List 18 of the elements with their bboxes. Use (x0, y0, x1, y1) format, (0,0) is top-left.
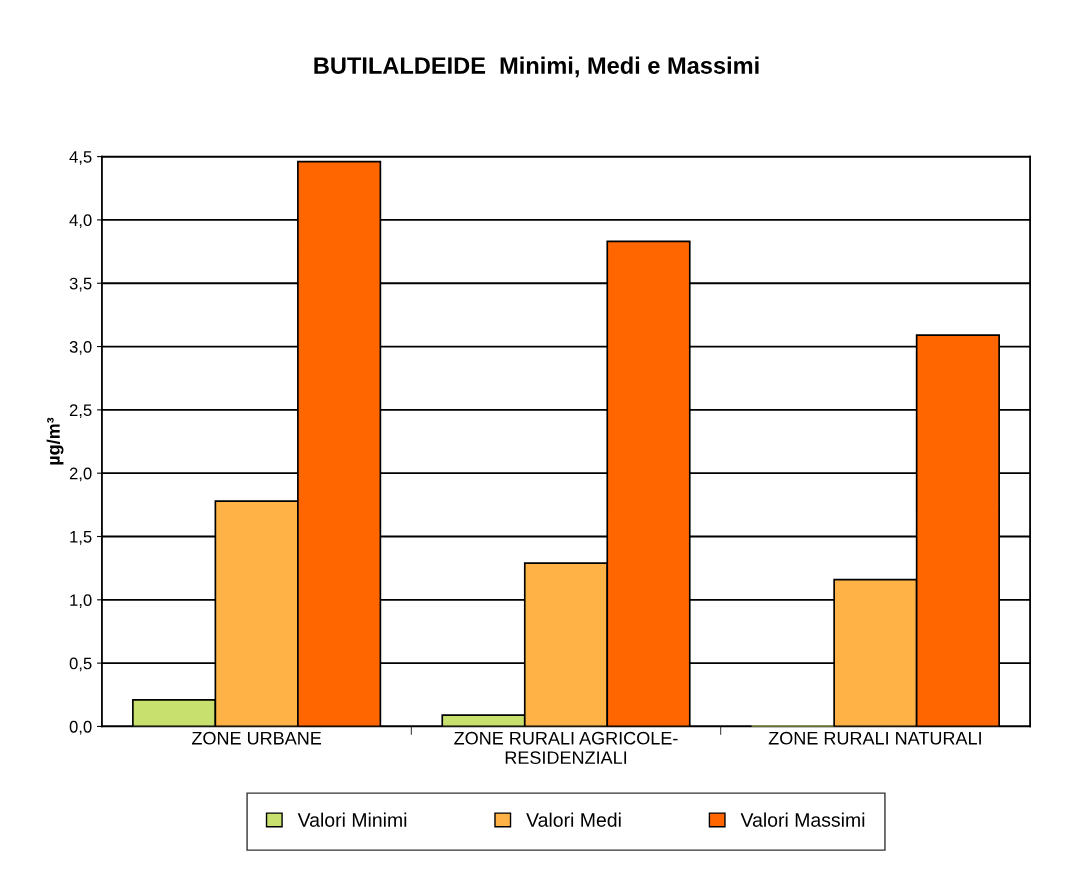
y-tick-label: 3,0 (69, 340, 92, 355)
y-tick-label: 2,0 (69, 467, 92, 482)
y-axis-title: µg/m³ (46, 417, 64, 465)
x-tick-label: ZONE RURALI AGRICOLE- RESIDENZIALI (454, 731, 678, 765)
y-tick-label: 1,5 (70, 531, 92, 545)
y-tick-label: 2,5 (69, 404, 92, 419)
y-tick-label: 4,5 (69, 151, 92, 165)
legend-label: Valori Massimi (740, 812, 865, 827)
legend-label: Valori Minimi (297, 812, 407, 827)
y-tick-label: 0,0 (69, 720, 92, 735)
chart-title: BUTILALDEIDE Minimi, Medi e Massimi (314, 56, 759, 78)
x-tick-label: ZONE RURALI NATURALI (768, 731, 981, 745)
y-tick-label: 0,5 (69, 657, 92, 672)
y-tick-label: 3,5 (69, 277, 92, 292)
y-tick-label: 4,0 (69, 214, 92, 229)
legend-label: Valori Medi (526, 812, 621, 827)
x-tick-label: ZONE URBANE (191, 731, 322, 745)
y-tick-label: 1,0 (70, 594, 92, 608)
